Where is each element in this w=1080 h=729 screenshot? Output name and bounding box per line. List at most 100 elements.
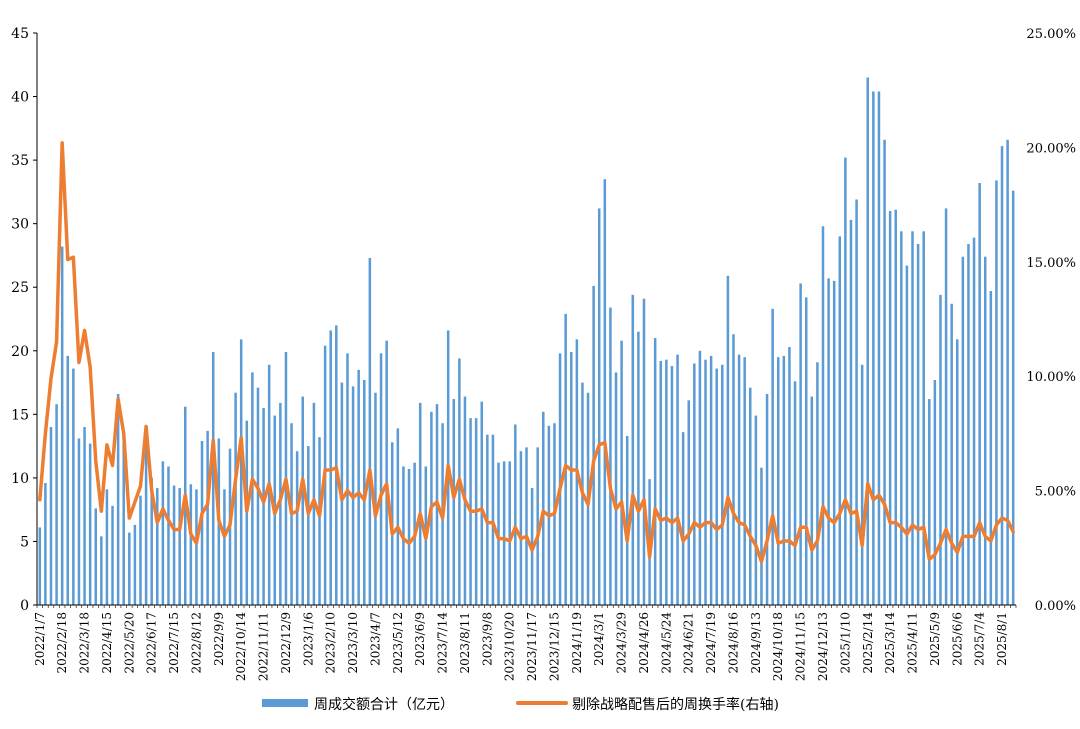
x-tick-label: 2022/1/7 [33,612,47,666]
bar [844,157,847,605]
bar [379,353,383,605]
x-tick-label: 2024/7/19 [704,612,718,674]
bar [491,434,495,605]
bar [866,77,870,606]
bar [838,236,842,605]
y-left-tick-label: 35 [11,153,29,169]
x-tick-label: 2023/9/8 [480,612,494,666]
bar [200,441,204,605]
bar [749,387,752,605]
bar [765,394,769,605]
x-tick-label: 2024/9/13 [749,612,763,674]
x-tick-label: 2024/1/19 [570,612,584,674]
y-left-tick-label: 25 [11,280,29,296]
bar [172,485,176,605]
bar [318,437,321,605]
bar [827,278,830,605]
x-tick-label: 2023/5/12 [391,612,405,674]
bar [704,359,707,605]
y-left-tick-label: 0 [20,598,29,614]
bar [83,427,86,605]
x-tick-label: 2023/4/7 [368,612,382,666]
x-tick-label: 2022/4/15 [100,612,114,674]
y-right-tick-label: 15.00% [1026,256,1076,271]
bar [894,209,897,605]
bar [301,396,304,605]
y-left-tick-label: 45 [11,26,29,42]
bar [681,432,685,605]
x-tick-label: 2022/3/18 [78,612,92,674]
x-tick-label: 2022/11/11 [257,612,271,681]
bar [961,256,965,605]
bar [900,231,903,606]
bar [849,219,853,605]
bar [346,353,349,605]
bar [771,308,774,605]
bar [105,489,109,605]
bar [139,495,142,605]
bar [234,392,237,605]
legend: 周成交额合计（亿元） 剔除战略配售后的周换手率(右轴) [262,696,779,713]
bar [625,435,629,605]
bar [760,467,763,605]
bar [877,91,881,606]
bar [905,265,909,605]
x-tick-label: 2025/3/14 [883,612,897,674]
bar [206,430,209,605]
x-tick-label: 2022/10/14 [234,612,248,682]
bar [653,338,657,605]
x-tick-label: 2022/12/9 [279,612,293,674]
y-axis-left-ticks: 0 5 10 15 20 25 30 35 40 45 [11,26,37,614]
x-tick-label: 2025/1/10 [838,612,852,674]
y-right-tick-label: 20.00% [1026,141,1076,156]
bar [737,354,741,605]
bar [888,210,892,605]
bar [832,280,836,605]
bar [659,360,663,605]
bar [972,237,976,605]
bar [396,428,400,605]
bar [609,307,612,605]
bar [665,359,668,605]
bar [788,346,791,605]
bar [642,298,646,605]
x-tick-label: 2023/7/14 [436,612,450,674]
bar [55,404,58,605]
x-tick-label: 2024/3/1 [592,612,606,666]
x-tick-label: 2022/8/12 [189,612,203,674]
x-tick-label: 2023/11/17 [525,612,539,681]
bar [799,283,802,605]
bar [385,340,388,605]
bar [855,199,858,605]
x-tick-label: 2023/3/10 [346,612,360,674]
bar [944,208,948,605]
bar [978,182,981,606]
bar [418,402,422,605]
x-tick-label: 2023/2/10 [324,612,338,674]
y-left-tick-label: 30 [11,217,29,233]
bar [1000,146,1004,605]
bar [810,396,814,605]
bar [916,244,920,605]
bar [514,424,517,605]
x-tick-label: 2023/12/15 [547,612,561,681]
x-tick-label: 2023/8/11 [458,612,472,674]
bar-series [38,77,1015,606]
y-right-tick-label: 5.00% [1035,485,1076,500]
bar [782,355,786,605]
bar [620,340,623,605]
bar [603,179,607,605]
bar [570,352,573,605]
bar [693,363,696,605]
x-tick-label: 2023/6/9 [413,612,427,666]
bar [128,532,131,605]
bar [368,257,372,605]
bar [816,362,819,605]
x-tick-label: 2025/4/11 [906,612,920,674]
bar [989,291,993,605]
bar [939,294,942,605]
bar [933,380,937,605]
turnover-line [38,141,1015,564]
bar [1006,139,1009,605]
bar [732,334,735,605]
